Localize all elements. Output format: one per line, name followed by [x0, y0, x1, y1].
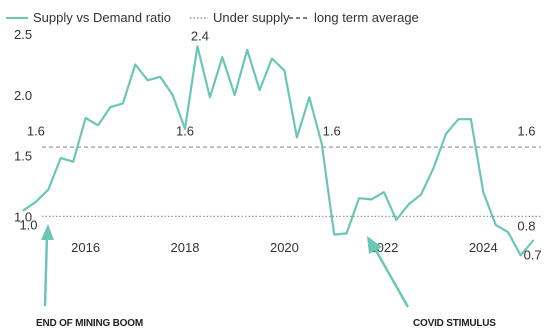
data-label: 1.6 — [176, 124, 194, 139]
series-line-supply-vs-demand — [22, 45, 535, 257]
x-tick-label: 2024 — [469, 240, 498, 255]
mining-boom-arrow-shaft — [43, 233, 49, 307]
y-tick-label: 2.0 — [14, 88, 32, 103]
annotation-covid-stimulus: COVID STIMULUS — [413, 318, 496, 329]
y-axis-ticks: 1.0 1.5 2.0 2.5 — [14, 27, 32, 224]
legend-label-ratio: Supply vs Demand ratio — [33, 10, 171, 25]
annotation-mining-boom: END OF MINING BOOM — [36, 318, 143, 329]
x-tick-label: 2020 — [270, 240, 299, 255]
x-axis-ticks: 2016 2018 2020 2022 2024 — [71, 240, 498, 255]
reference-lines — [42, 146, 541, 217]
data-label: 1.0 — [19, 217, 37, 232]
series-layer — [22, 45, 535, 257]
y-tick-label: 1.5 — [14, 149, 32, 164]
y-tick-label: 1.0 — [14, 209, 32, 224]
covid-arrow-shaft — [372, 246, 410, 308]
x-tick-label: 2016 — [71, 240, 100, 255]
data-labels: 1.6 1.6 1.6 1.6 2.4 1.0 0.8 0.7 — [19, 28, 541, 262]
covid-arrow-head — [367, 236, 382, 254]
annotations: END OF MINING BOOM COVID STIMULUS — [36, 224, 496, 329]
data-label: 1.6 — [517, 124, 535, 139]
legend-label-long-term-average: long term average — [314, 10, 419, 25]
data-label: 0.7 — [524, 247, 542, 262]
mining-boom-arrow-head — [41, 224, 54, 240]
data-label: 2.4 — [191, 28, 209, 43]
legend-label-under-supply: Under supply — [213, 10, 290, 25]
y-tick-label: 2.5 — [14, 27, 32, 42]
x-tick-label: 2018 — [171, 240, 200, 255]
legend: Supply vs Demand ratio Under supply long… — [6, 10, 419, 25]
data-label: 1.6 — [323, 124, 341, 139]
data-label: 1.6 — [27, 124, 45, 139]
data-label: 0.8 — [517, 219, 535, 234]
